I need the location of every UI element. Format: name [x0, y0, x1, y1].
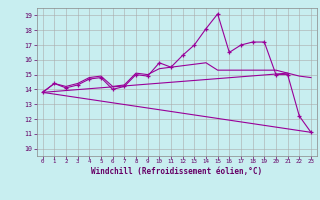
X-axis label: Windchill (Refroidissement éolien,°C): Windchill (Refroidissement éolien,°C) [91, 167, 262, 176]
